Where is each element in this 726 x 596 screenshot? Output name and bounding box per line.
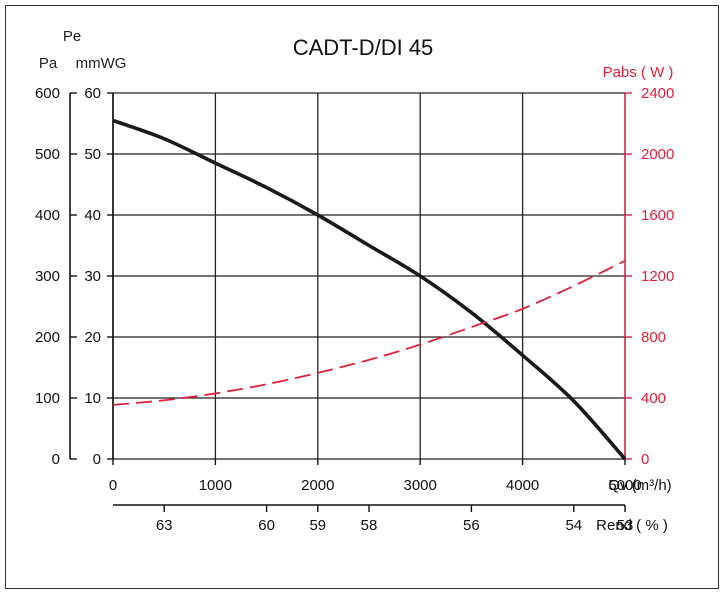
qv-tick-label: 4000 <box>506 477 539 494</box>
mmwg-tick-label: 20 <box>84 329 101 346</box>
mmwg-tick-label: 40 <box>84 207 101 224</box>
rend-tick-label: 59 <box>309 517 326 534</box>
pa-tick-label: 0 <box>52 451 60 468</box>
ticks: 0100200300400500600010203040506004008001… <box>35 85 674 534</box>
pa-tick-label: 300 <box>35 268 60 285</box>
mmwg-tick-label: 50 <box>84 146 101 163</box>
mmwg-tick-label: 10 <box>84 390 101 407</box>
power-axis-label: Pabs ( W ) <box>603 64 674 81</box>
grid <box>112 92 626 460</box>
rend-tick-label: 58 <box>361 517 378 534</box>
rend-tick-label: 54 <box>565 517 582 534</box>
pa-tick-label: 200 <box>35 329 60 346</box>
power-tick-label: 800 <box>641 329 666 346</box>
qv-tick-label: 5000 <box>608 477 641 494</box>
rend-tick-label: 63 <box>156 517 173 534</box>
pa-axis-label: Pa <box>39 55 58 72</box>
mmwg-tick-label: 60 <box>84 85 101 102</box>
pe-axis-label: Pe <box>63 28 81 45</box>
rend-tick-label: 60 <box>258 517 275 534</box>
rend-axis-label: Rend ( % ) <box>596 517 668 534</box>
chart-title: CADT-D/DI 45 <box>293 35 434 60</box>
power-tick-label: 1600 <box>641 207 674 224</box>
pa-tick-label: 100 <box>35 390 60 407</box>
power-tick-label: 0 <box>641 451 649 468</box>
chart-frame <box>5 5 719 589</box>
rend-tick-label: 53 <box>617 517 634 534</box>
mmwg-tick-label: 0 <box>93 451 101 468</box>
mmwg-tick-label: 30 <box>84 268 101 285</box>
qv-tick-label: 0 <box>109 477 117 494</box>
rend-tick-label: 56 <box>463 517 480 534</box>
power-tick-label: 2400 <box>641 85 674 102</box>
pa-tick-label: 400 <box>35 207 60 224</box>
power-tick-label: 2000 <box>641 146 674 163</box>
power-curve <box>112 259 626 406</box>
mmwg-axis-label: mmWG <box>76 55 127 72</box>
series <box>112 118 627 461</box>
pressure-curve <box>112 118 627 461</box>
qv-tick-label: 3000 <box>404 477 437 494</box>
axes <box>69 93 626 506</box>
qv-tick-label: 2000 <box>301 477 334 494</box>
qv-tick-label: 1000 <box>199 477 232 494</box>
power-tick-label: 1200 <box>641 268 674 285</box>
power-tick-label: 400 <box>641 390 666 407</box>
qv-axis-label: Qv (m³/h) <box>608 477 671 494</box>
pa-tick-label: 500 <box>35 146 60 163</box>
pa-tick-label: 600 <box>35 85 60 102</box>
